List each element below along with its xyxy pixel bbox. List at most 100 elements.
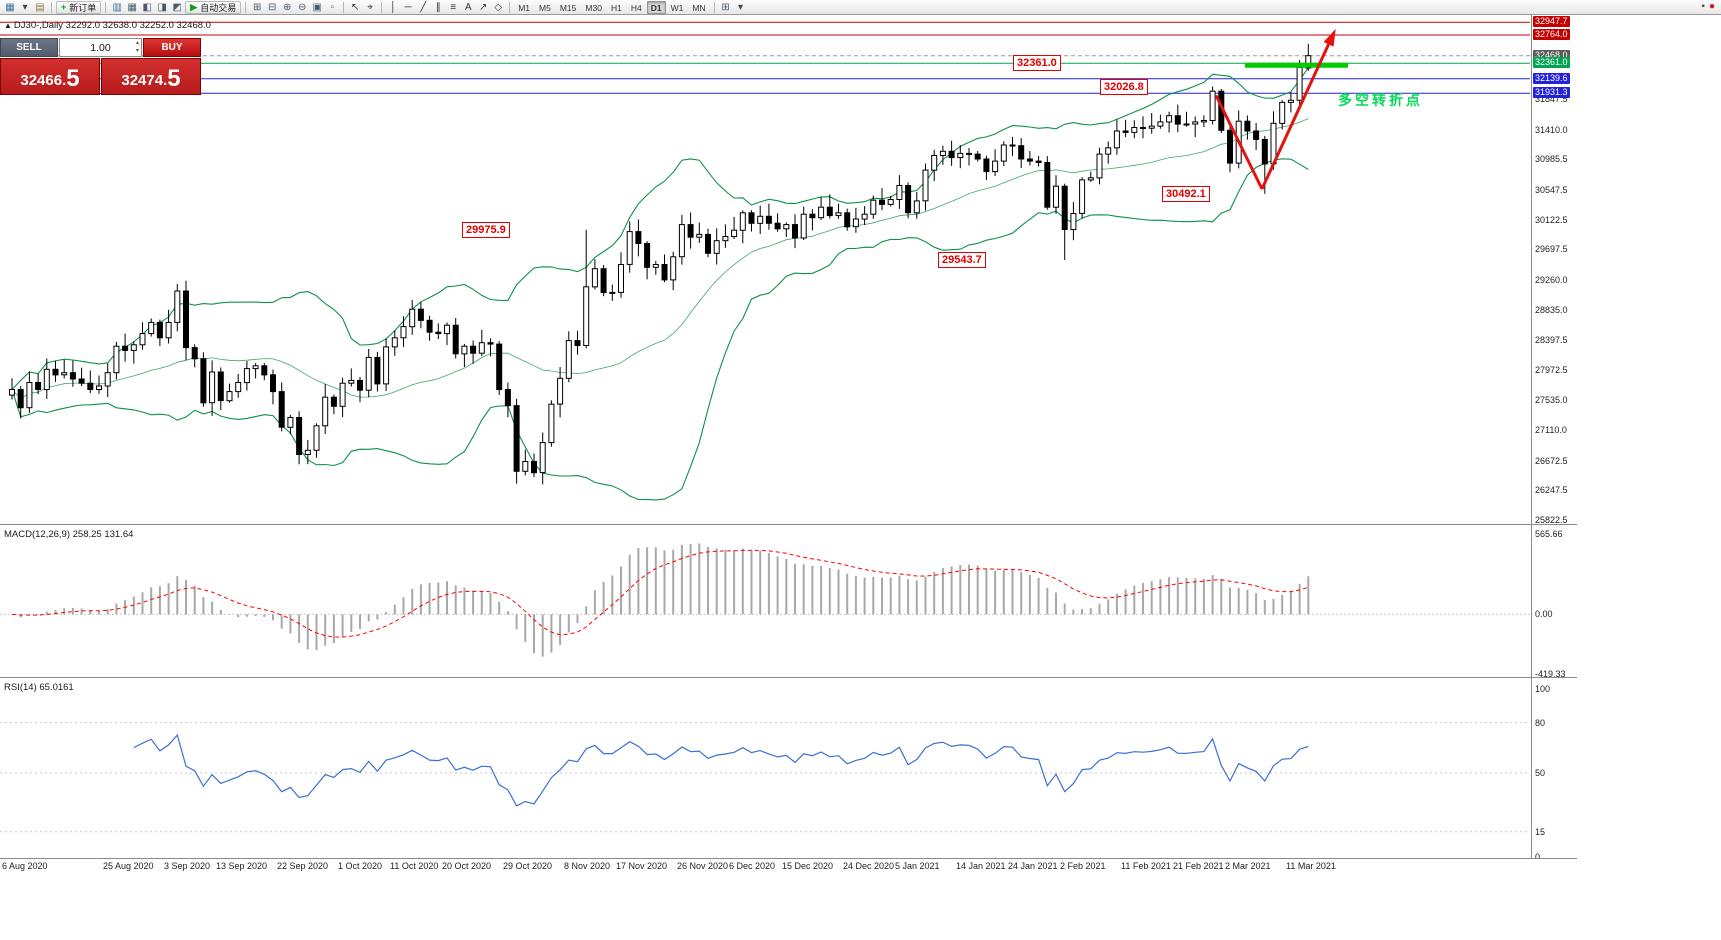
market-watch-icon[interactable]: ▥: [112, 1, 122, 13]
price-tick: 31410.0: [1535, 125, 1568, 135]
toolbar-separator: [713, 1, 715, 13]
window-status-icon[interactable]: ▪: [1701, 1, 1705, 12]
symbol-arrow-icon: ▲: [4, 21, 12, 30]
trendline-tool-icon[interactable]: ╱: [420, 1, 427, 13]
price-level-label: 32139.6: [1533, 73, 1570, 84]
main-chart-canvas[interactable]: [0, 14, 1530, 524]
sell-button[interactable]: SELL: [0, 38, 58, 57]
zoom-out-icon[interactable]: ⊖: [298, 1, 307, 13]
date-label: 11 Oct 2020: [390, 861, 439, 871]
timeframe-mn-button[interactable]: MN: [692, 2, 706, 13]
price-annotation[interactable]: 29543.7: [938, 252, 986, 268]
date-label: 24 Jan 2021: [1008, 861, 1058, 871]
trend-arrow[interactable]: [1260, 31, 1336, 190]
pane-separator[interactable]: [0, 677, 1577, 678]
candles: [9, 43, 1312, 485]
date-label: 11 Feb 2021: [1121, 861, 1171, 871]
price-tick: 29260.0: [1535, 275, 1568, 285]
price-annotation[interactable]: 29975.9: [462, 222, 510, 238]
timeframe-m15-button[interactable]: M15: [559, 2, 577, 13]
volume-value: 1.00: [90, 41, 111, 54]
date-label: 13 Sep 2020: [216, 861, 268, 871]
rsi-canvas[interactable]: [0, 678, 1530, 858]
date-axis[interactable]: 6 Aug 2020 25 Aug 2020 3 Sep 2020 13 Sep 20…: [0, 859, 1577, 874]
price-tick: 27110.0: [1535, 425, 1567, 435]
price-tick: 26672.5: [1535, 456, 1568, 466]
buy-button[interactable]: BUY: [143, 38, 201, 57]
macd-canvas[interactable]: [0, 525, 1530, 677]
indicators-icon[interactable]: ⊞: [253, 1, 262, 13]
buy-price-button[interactable]: 32474. 5: [101, 58, 201, 95]
price-level-label: 31931.3: [1533, 87, 1570, 98]
toolbar-separator: [105, 1, 107, 13]
channel-tool-icon[interactable]: ∥: [435, 1, 441, 13]
macd-pane[interactable]: MACD(12,26,9) 258.25 131.64: [0, 525, 1530, 677]
price-tick: 31847.5: [1535, 94, 1568, 104]
text-tool-icon[interactable]: A: [464, 1, 472, 13]
timeframe-h4-button[interactable]: H4: [630, 2, 642, 13]
pane-separator[interactable]: [0, 524, 1577, 525]
templates-icon[interactable]: ⊞: [721, 1, 730, 13]
crosshair-icon[interactable]: ⌖: [367, 1, 374, 13]
price-annotation[interactable]: 32361.0: [1013, 55, 1061, 71]
timeframe-d1-button[interactable]: D1: [646, 0, 666, 14]
annotation-note[interactable]: 多空转折点: [1338, 92, 1423, 108]
macd-tick: 0.00: [1535, 609, 1553, 619]
buy-price: 32474.: [121, 72, 168, 89]
price-tick: 27972.5: [1535, 365, 1568, 375]
date-label: 1 Oct 2020: [338, 861, 383, 871]
zoom-in-icon[interactable]: ⊕: [283, 1, 292, 13]
arrow-tool-icon[interactable]: ↗: [479, 1, 488, 13]
horizontal-line-tool-icon[interactable]: ─: [404, 1, 412, 13]
templates-dropdown-icon[interactable]: ▾: [738, 1, 744, 13]
volume-input[interactable]: 1.00 ▴ ▾: [59, 38, 142, 57]
toolbar-separator: [343, 1, 345, 13]
timeframe-m30-button[interactable]: M30: [585, 2, 602, 13]
vertical-line-tool-icon[interactable]: │: [390, 1, 397, 13]
auto-scroll-icon[interactable]: ▫: [330, 1, 334, 13]
main-chart-pane[interactable]: ▲ DJ30-,Daily 32292.0 32638.0 32252.0 324…: [0, 14, 1530, 524]
objects-list-icon[interactable]: ⊟: [268, 1, 277, 13]
new-order-button[interactable]: + 新订单: [56, 0, 102, 14]
tile-windows-icon[interactable]: ▣: [312, 1, 322, 13]
spinner-up-icon[interactable]: ▴: [135, 40, 139, 46]
trend-arrow[interactable]: [1214, 94, 1264, 190]
timeframe-w1-button[interactable]: W1: [670, 2, 684, 13]
rsi-tick: 50: [1535, 768, 1546, 778]
terminal-icon[interactable]: ◨: [157, 1, 167, 13]
fibonacci-tool-icon[interactable]: ≡: [450, 1, 457, 13]
timeframe-h1-button[interactable]: H1: [610, 2, 622, 13]
price-annotation[interactable]: 32026.8: [1100, 79, 1148, 95]
shapes-tool-icon[interactable]: ◇: [494, 1, 503, 13]
price-tick: 25822.5: [1535, 515, 1568, 525]
price-tick: 26247.5: [1535, 485, 1568, 495]
date-label: 25 Aug 2020: [103, 861, 154, 871]
rsi-tick: 100: [1535, 684, 1551, 694]
sell-price-button[interactable]: 32466. 5: [0, 58, 100, 95]
profiles-icon[interactable]: ▤: [35, 1, 45, 13]
toolbar: ▦ ▾ ▤ + 新订单 ▥ ▦ ◧ ◨ ◩ ▶ 自动交易 ⊞ ⊟ ⊕ ⊖ ▣ ▫ ↖ ⌖ │ ─ ╱ ∥ ≡ A ↗ ◇ M1 M5 M15…: [0, 0, 1721, 15]
pane-separator: [0, 858, 1577, 859]
price-annotation[interactable]: 30492.1: [1162, 186, 1210, 202]
auto-trading-button[interactable]: ▶ 自动交易: [185, 0, 242, 14]
volume-spinner[interactable]: ▴ ▾: [136, 39, 139, 55]
macd-tick: 565.66: [1535, 529, 1563, 539]
chart-dropdown-icon[interactable]: ▾: [22, 1, 28, 13]
navigator-icon[interactable]: ◧: [142, 1, 152, 13]
price-axis[interactable]: 31847.5 31410.0 30985.5 30547.5 30122.5 29697…: [1531, 14, 1577, 862]
strategy-tester-icon[interactable]: ◩: [172, 1, 182, 13]
new-chart-icon[interactable]: ▦: [5, 1, 15, 13]
rsi-pane[interactable]: RSI(14) 65.0161: [0, 678, 1530, 858]
timeframe-m1-button[interactable]: M1: [518, 2, 531, 13]
bollinger-lower-band: [11, 158, 1309, 501]
spinner-down-icon[interactable]: ▾: [135, 48, 139, 54]
date-label: 15 Dec 2020: [782, 861, 834, 871]
record-icon[interactable]: ●: [1708, 1, 1715, 12]
cursor-icon[interactable]: ↖: [351, 1, 360, 13]
data-window-icon[interactable]: ▦: [127, 1, 137, 13]
trend-arrow-head: [1323, 28, 1336, 47]
price-tick: 27535.0: [1535, 395, 1568, 405]
one-click-trading-widget: SELL 1.00 ▴ ▾ BUY 32466. 5 32474. 5: [0, 38, 201, 95]
timeframe-m5-button[interactable]: M5: [539, 2, 551, 13]
date-label: 3 Sep 2020: [164, 861, 211, 871]
